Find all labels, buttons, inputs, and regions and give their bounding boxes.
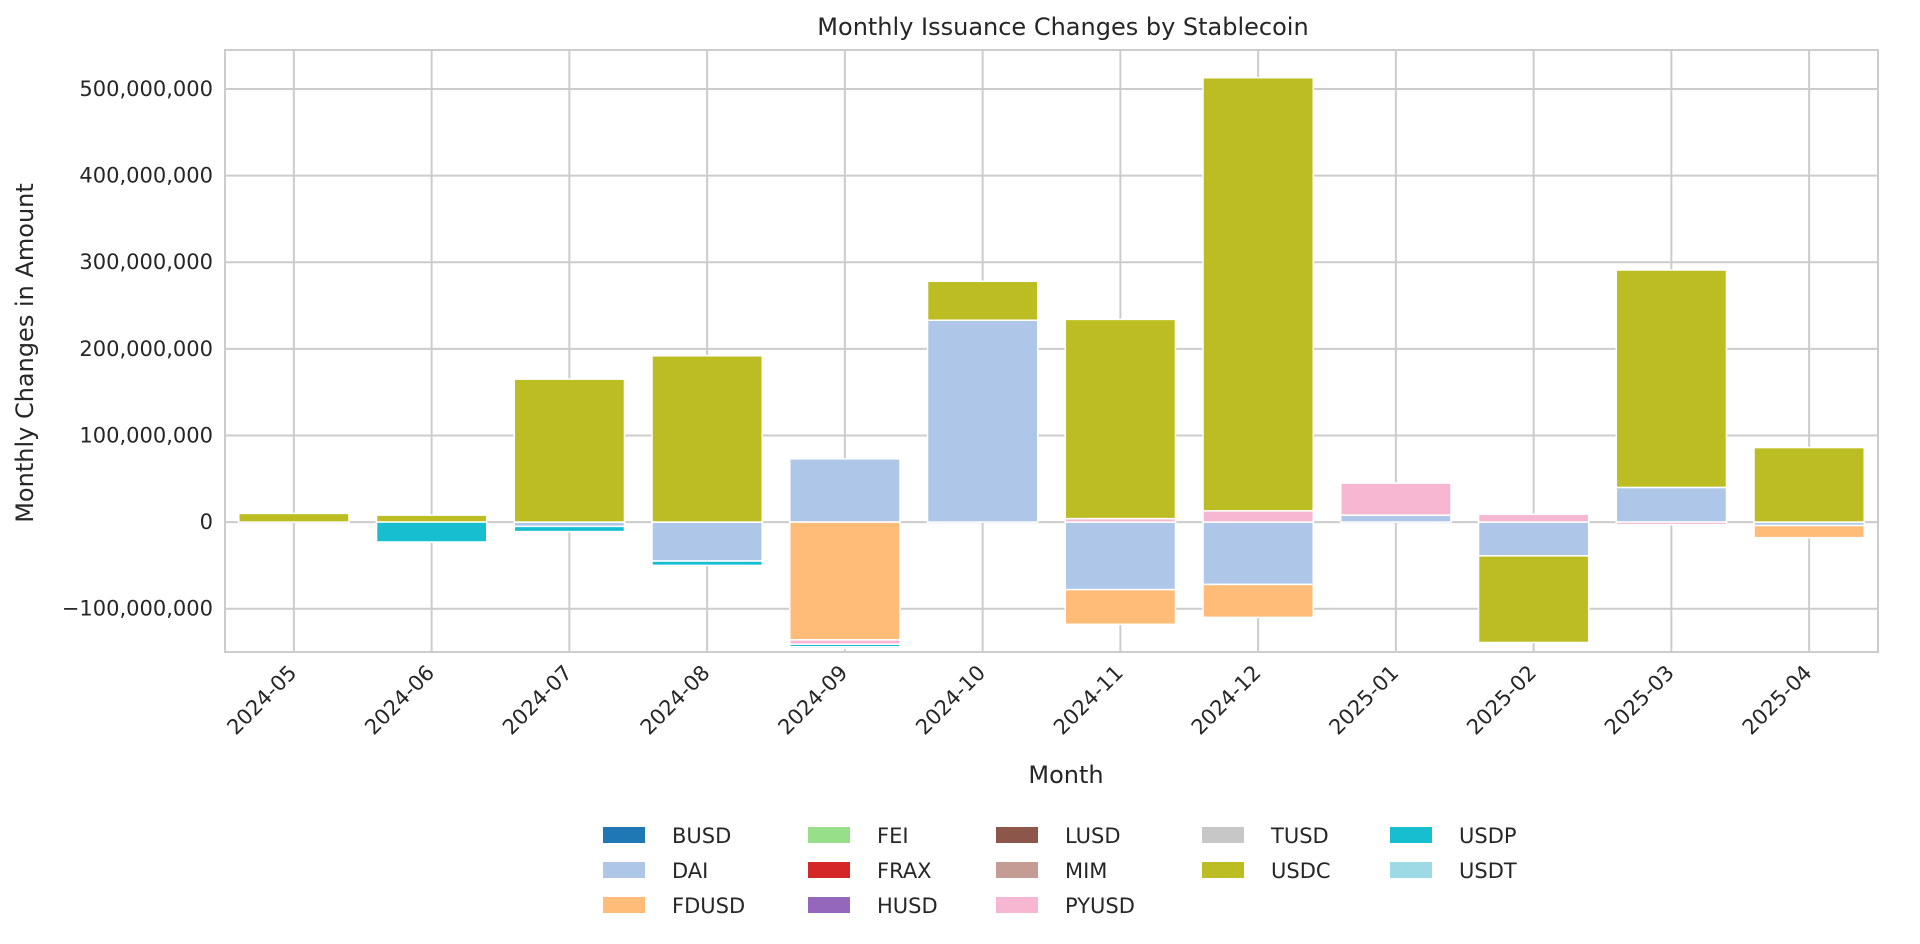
x-tick-label: 2024-05 [222,661,301,740]
x-tick-label: 2024-06 [360,661,439,740]
bar-segment-dai-2025-01 [1340,514,1452,523]
bar-segment-usdp-2024-06 [375,521,488,543]
bar-segment-fdusd-2024-12 [1202,583,1314,619]
bar-segment-usdc-2024-08 [651,355,763,523]
bar-segment-usdc-2025-02 [1477,555,1590,644]
legend-item-usdp: USDP [1390,824,1517,848]
bar-segment-pyusd-2025-01 [1340,482,1452,516]
legend-label: USDT [1459,859,1517,883]
x-tick-label: 2024-09 [773,661,852,740]
y-axis-title: Monthly Changes in Amount [11,183,39,523]
x-tick-label: 2024-07 [498,661,577,740]
y-tick-label: 200,000,000 [79,337,213,361]
legend-swatch [1202,827,1244,843]
bar-segment-usdc-2024-07 [513,378,626,523]
legend-label: FDUSD [672,894,745,918]
legend-label: DAI [672,859,708,883]
bar-segment-pyusd-2024-12 [1202,510,1314,523]
x-tick-label: 2024-10 [911,661,990,740]
x-tick-label: 2025-04 [1738,661,1817,740]
bar-segment-usdc-2024-12 [1202,76,1314,512]
legend-item-usdt: USDT [1390,859,1517,883]
legend-label: BUSD [672,824,731,848]
y-tick-label: −100,000,000 [62,597,213,621]
x-tick-labels: 2024-05 2024-06 2024-07 2024-08 2024-09 2024-… [222,661,1816,740]
bar-segment-usdp-2024-07 [513,525,626,533]
legend-label: TUSD [1270,824,1329,848]
legend-item-busd: BUSD [603,824,731,848]
legend-swatch [1390,862,1432,878]
legend-label: HUSD [877,894,938,918]
x-tick-label: 2024-08 [636,661,715,740]
legend-item-husd: HUSD [808,894,938,918]
bar-segment-dai-2024-10 [926,319,1039,523]
legend-label: MIM [1065,859,1107,883]
legend-swatch [603,897,645,913]
y-tick-label: 500,000,000 [79,77,213,101]
bar-segment-pyusd-2025-02 [1477,513,1590,523]
legend: BUSD DAI FDUSD FEI FRAX HUSD LUSD MIM PYUSD TUSD U… [603,824,1517,918]
legend-swatch [603,827,645,843]
legend-item-mim: MIM [996,859,1107,883]
legend-swatch [1390,827,1432,843]
bar-segment-dai-2024-08 [651,521,763,562]
legend-item-dai: DAI [603,859,708,883]
legend-swatch [808,897,850,913]
legend-label: FRAX [877,859,932,883]
bar-segment-pyusd-2025-03 [1615,521,1728,526]
legend-label: PYUSD [1065,894,1135,918]
legend-swatch [996,897,1038,913]
bar-segment-fdusd-2024-09 [789,521,901,641]
plot-frame [224,49,1879,653]
x-tick-label: 2025-02 [1462,661,1541,740]
y-tick-label: 100,000,000 [79,423,213,447]
legend-swatch [996,862,1038,878]
bar-segment-usdc-2024-11 [1064,318,1177,520]
legend-label: LUSD [1065,824,1121,848]
legend-swatch [808,862,850,878]
legend-item-tusd: TUSD [1202,824,1329,848]
legend-label: USDC [1271,859,1331,883]
bar-segment-fdusd-2025-04 [1753,524,1865,539]
x-tick-label: 2024-11 [1049,661,1128,740]
legend-swatch [996,827,1038,843]
legend-label: USDP [1459,824,1517,848]
bar-segment-dai-2024-11 [1064,521,1177,591]
y-tick-label: 300,000,000 [79,250,213,274]
chart-title: Monthly Issuance Changes by Stablecoin [817,13,1308,41]
legend-item-frax: FRAX [808,859,932,883]
y-tick-labels: −100,000,000 0 100,000,000 200,000,000 300,0… [62,77,213,621]
legend-item-fei: FEI [808,824,909,848]
bar-segment-usdc-2025-04 [1753,446,1865,523]
bar-segment-fdusd-2024-11 [1064,588,1177,626]
legend-label: FEI [877,824,909,848]
legend-item-pyusd: PYUSD [996,894,1135,918]
bars-group [238,76,1865,650]
bar-segment-dai-2024-09 [789,458,901,523]
x-tick-label: 2025-01 [1324,661,1403,740]
bar-segment-usdc-2024-05 [238,512,350,523]
x-axis-title: Month [1028,761,1103,789]
x-tick-label: 2024-12 [1187,661,1266,740]
bar-segment-usdc-2024-06 [375,514,488,523]
bar-segment-usdt-2024-09 [789,646,901,650]
bar-segment-dai-2025-03 [1615,486,1728,523]
legend-swatch [808,827,850,843]
bar-segment-usdc-2025-03 [1615,269,1728,489]
x-tick-label: 2025-03 [1600,661,1679,740]
bar-segment-dai-2025-02 [1477,521,1590,557]
legend-item-fdusd: FDUSD [603,894,745,918]
bar-segment-usdp-2024-08 [651,560,763,567]
legend-item-lusd: LUSD [996,824,1121,848]
bar-segment-dai-2024-12 [1202,521,1314,586]
bar-segment-usdc-2024-10 [926,280,1039,322]
y-tick-label: 400,000,000 [79,164,213,188]
legend-swatch [603,862,645,878]
legend-item-usdc: USDC [1202,859,1331,883]
legend-swatch [1202,862,1244,878]
y-tick-label: 0 [200,510,213,534]
